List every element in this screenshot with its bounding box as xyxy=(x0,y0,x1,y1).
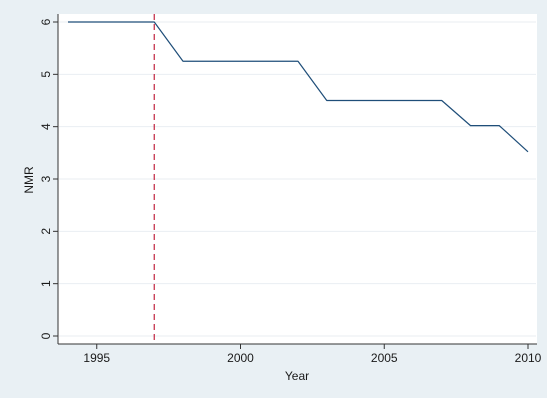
x-tick-label: 2000 xyxy=(227,351,254,365)
y-tick-label: 0 xyxy=(39,332,53,339)
y-tick-label: 1 xyxy=(39,280,53,287)
x-tick-label: 2010 xyxy=(515,351,542,365)
axes xyxy=(53,14,537,349)
y-tick-label: 5 xyxy=(39,71,53,78)
y-tick-label: 2 xyxy=(39,228,53,235)
series-line xyxy=(68,21,529,153)
grid xyxy=(59,21,536,337)
series-layer xyxy=(68,21,529,153)
x-tick-label: 1995 xyxy=(83,351,110,365)
x-axis-title: Year xyxy=(285,369,309,383)
tick-labels: 0 1 2 3 4 5 6 1995 2000 2005 2010 xyxy=(39,18,542,365)
y-axis-title: NMR xyxy=(22,166,36,194)
y-tick-label: 3 xyxy=(39,175,53,182)
y-tick-label: 6 xyxy=(39,18,53,25)
y-tick-label: 4 xyxy=(39,123,53,130)
x-tick-label: 2005 xyxy=(371,351,398,365)
